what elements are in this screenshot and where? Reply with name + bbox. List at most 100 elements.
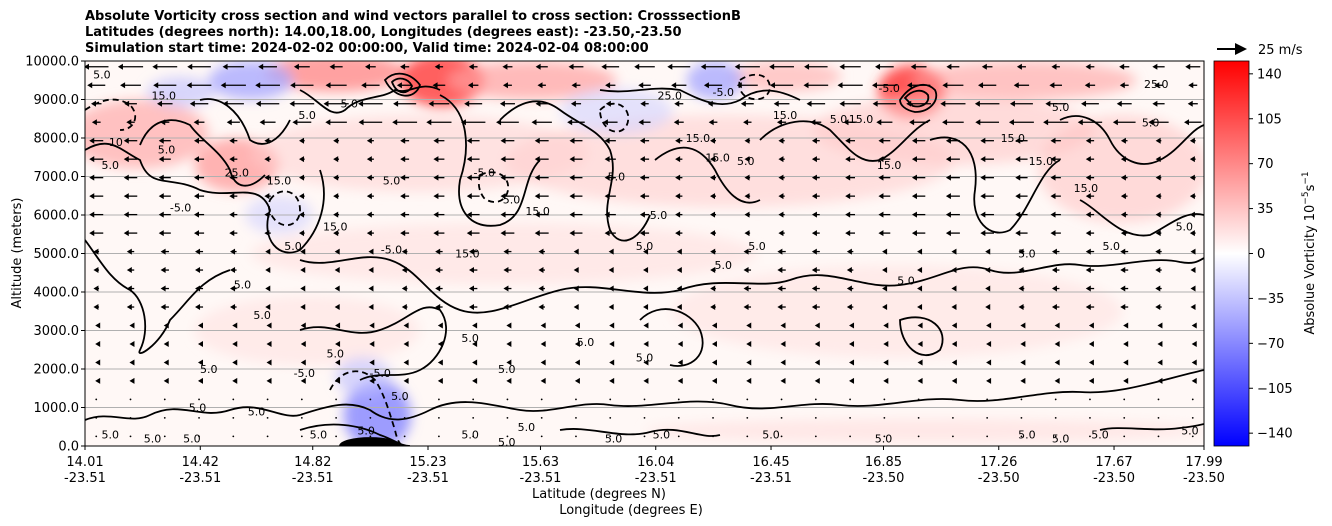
wind-vector-head (538, 285, 544, 292)
vorticity-patch (264, 61, 406, 92)
wind-vector-head (369, 377, 375, 384)
wind-vector-head (639, 193, 645, 200)
wind-vector-head (1123, 377, 1129, 384)
wind-vector (986, 416, 989, 419)
colorbar-label-unit-exp: −1 (1301, 171, 1311, 184)
wind-vector-head (500, 230, 506, 237)
contour-line-positive (1099, 423, 1204, 431)
wind-vectors (85, 63, 1202, 438)
wind-vector-head (193, 156, 199, 163)
colorbar-tick-label: −140 (1257, 427, 1293, 442)
wind-vector-head (502, 63, 508, 70)
x-tick-label-lon: -23.50 (978, 471, 1020, 486)
wind-vector-head (985, 248, 991, 255)
wind-vector-head (780, 359, 786, 366)
wind-vector-head (710, 174, 716, 181)
wind-vector-head (980, 211, 986, 218)
wind-vector-head (1085, 248, 1091, 255)
wind-vector-head (911, 193, 917, 200)
wind-vector-head (300, 248, 306, 255)
wind-vector-head (604, 156, 610, 163)
wind-vector-head (195, 267, 201, 274)
wind-vector-head (986, 340, 992, 347)
wind-vector-head (1189, 174, 1195, 181)
wind-vector (506, 435, 509, 438)
wind-vector-head (734, 63, 740, 70)
wind-vector-head (1085, 63, 1091, 70)
wind-vector-head (466, 137, 472, 144)
wind-vector-head (1190, 304, 1196, 311)
y-tick-label: 1000.0 (34, 401, 80, 416)
wind-vector-head (466, 156, 472, 163)
x-tick-label-lon: -23.50 (1093, 471, 1135, 486)
wind-vector (1054, 398, 1057, 401)
wind-vector-head (197, 340, 203, 347)
colorbar-gradient (1213, 60, 1250, 447)
wind-vector-head (1155, 211, 1161, 218)
wind-vector-head (811, 211, 817, 218)
wind-vector-head (980, 193, 986, 200)
wind-vector-head (883, 359, 889, 366)
x-tick-label-lat: 17.99 (1185, 455, 1222, 470)
wind-vector (1020, 416, 1023, 419)
wind-vector-head (95, 377, 101, 384)
wind-vector-head (1085, 230, 1091, 237)
wind-vector-head (366, 193, 372, 200)
wind-vector-head (401, 285, 407, 292)
wind-vector-head (535, 100, 541, 107)
wind-vector-head (845, 174, 851, 181)
wind-vector-head (573, 267, 579, 274)
contour-label: 15.0 (525, 205, 550, 218)
wind-vector (335, 398, 338, 401)
contour-label: 5.0 (1181, 425, 1199, 438)
wind-vector-head (400, 156, 406, 163)
wind-vector-head (986, 377, 992, 384)
vorticity-patch (208, 61, 294, 100)
wind-vector-head (433, 174, 439, 181)
wind-vector (917, 435, 920, 438)
wind-vector-head (368, 304, 374, 311)
wind-vector-head (506, 377, 512, 384)
wind-vector-head (1191, 322, 1197, 329)
wind-vector-head (197, 322, 203, 329)
wind-vector-head (707, 100, 713, 107)
wind-vector-head (266, 359, 272, 366)
wind-vector-head (951, 304, 957, 311)
wind-vector-head (299, 137, 305, 144)
wind-vector-head (710, 211, 716, 218)
x-tick-label-lon: -23.50 (1183, 471, 1225, 486)
wind-vector-head (608, 248, 614, 255)
vorticity-patch (560, 87, 673, 135)
wind-vector-head (195, 248, 201, 255)
wind-vector-head (1018, 285, 1024, 292)
wind-vector-head (609, 322, 615, 329)
wind-vector-head (980, 137, 986, 144)
vorticity-patch (911, 61, 1137, 100)
contour-label: 5.0 (93, 68, 111, 81)
contour-label: 5.0 (636, 351, 654, 364)
wind-vector-head (1155, 267, 1161, 274)
wind-vector (472, 398, 475, 401)
contour-label: 15.0 (267, 174, 292, 187)
wind-vector-head (773, 100, 779, 107)
x-tick-label-lat: 14.42 (182, 455, 219, 470)
wind-vector-head (466, 193, 472, 200)
wind-vector-head (778, 193, 784, 200)
contour-label: -5.0 (294, 367, 315, 380)
wind-vector (746, 398, 749, 401)
wind-vector-head (942, 82, 948, 89)
wind-vector-head (845, 156, 851, 163)
wind-vector-head (1085, 211, 1091, 218)
wind-vector-head (534, 230, 540, 237)
wind-vector-head (540, 322, 546, 329)
wind-vector-head (1184, 119, 1190, 126)
wind-vector (438, 398, 440, 401)
wind-vector-head (981, 63, 987, 70)
wind-vector-head (466, 174, 472, 181)
wind-vector-head (643, 322, 649, 329)
wind-vector-head (1189, 137, 1195, 144)
wind-vector-head (403, 340, 409, 347)
wind-vector (883, 416, 886, 419)
wind-vector-head (93, 285, 99, 292)
